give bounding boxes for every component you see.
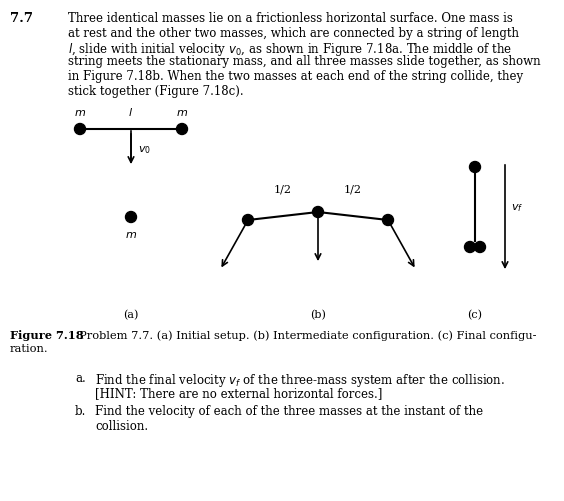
Text: a.: a. <box>75 371 86 384</box>
Text: string meets the stationary mass, and all three masses slide together, as shown: string meets the stationary mass, and al… <box>68 56 541 68</box>
Text: $v_0$: $v_0$ <box>138 144 151 156</box>
Text: $m$: $m$ <box>176 108 188 118</box>
Circle shape <box>465 242 475 253</box>
Circle shape <box>243 215 253 226</box>
Text: 7.7: 7.7 <box>10 12 33 25</box>
Text: stick together (Figure 7.18c).: stick together (Figure 7.18c). <box>68 84 244 97</box>
Text: Find the velocity of each of the three masses at the instant of the: Find the velocity of each of the three m… <box>95 404 483 417</box>
Text: (a): (a) <box>124 310 139 320</box>
Text: in Figure 7.18b. When the two masses at each end of the string collide, they: in Figure 7.18b. When the two masses at … <box>68 70 523 83</box>
Circle shape <box>474 242 486 253</box>
Circle shape <box>74 124 86 135</box>
Circle shape <box>126 212 136 223</box>
Circle shape <box>469 162 481 173</box>
Text: (b): (b) <box>310 310 326 320</box>
Text: (c): (c) <box>468 310 482 320</box>
Text: $m$: $m$ <box>125 229 137 239</box>
Text: at rest and the other two masses, which are connected by a string of length: at rest and the other two masses, which … <box>68 27 519 40</box>
Text: Figure 7.18: Figure 7.18 <box>10 329 83 340</box>
Text: [HINT: There are no external horizontal forces.]: [HINT: There are no external horizontal … <box>95 386 382 399</box>
Text: collision.: collision. <box>95 419 148 432</box>
Circle shape <box>312 207 324 218</box>
Text: $v_f$: $v_f$ <box>511 202 523 213</box>
Text: b.: b. <box>75 404 86 417</box>
Text: Three identical masses lie on a frictionless horizontal surface. One mass is: Three identical masses lie on a friction… <box>68 12 513 25</box>
Text: 1/2: 1/2 <box>344 185 362 194</box>
Text: Problem 7.7. (a) Initial setup. (b) Intermediate configuration. (c) Final config: Problem 7.7. (a) Initial setup. (b) Inte… <box>72 329 536 340</box>
Text: 1/2: 1/2 <box>274 185 292 194</box>
Text: Find the final velocity $v_f$ of the three-mass system after the collision.: Find the final velocity $v_f$ of the thr… <box>95 371 505 388</box>
Text: $m$: $m$ <box>74 108 86 118</box>
Text: $l$, slide with initial velocity $v_0$, as shown in Figure 7.18a. The middle of : $l$, slide with initial velocity $v_0$, … <box>68 41 512 58</box>
Text: $l$: $l$ <box>129 106 134 118</box>
Circle shape <box>382 215 394 226</box>
Circle shape <box>177 124 187 135</box>
Text: ration.: ration. <box>10 343 49 353</box>
